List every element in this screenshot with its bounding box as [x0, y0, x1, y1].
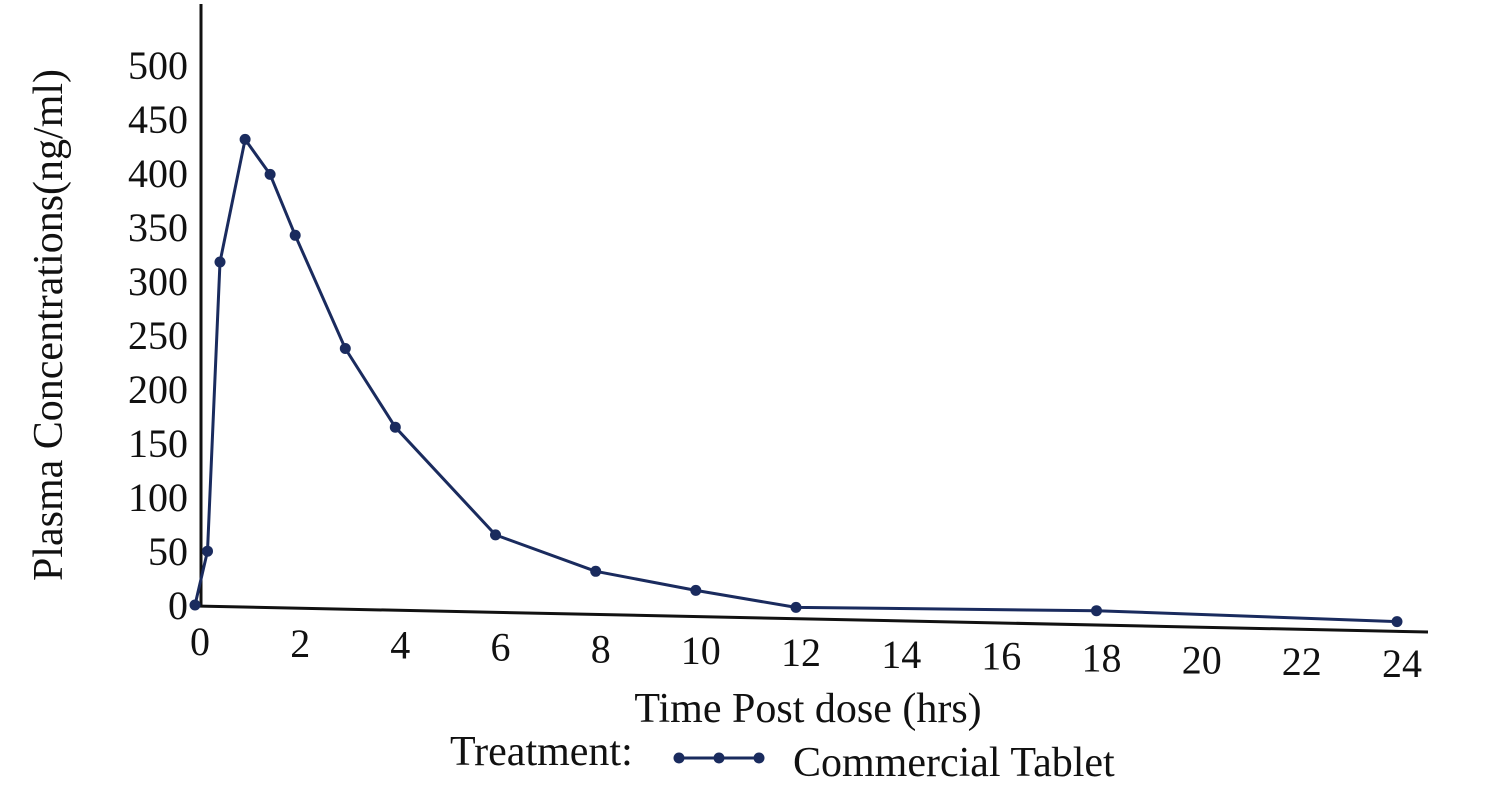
- legend-series-label: Commercial Tablet: [793, 740, 1115, 786]
- y-tick-label: 350: [128, 205, 188, 250]
- legend-marker-mid: [713, 752, 725, 764]
- data-point: [1091, 605, 1102, 617]
- y-tick-label: 400: [128, 151, 188, 196]
- y-tick-labels: 0 50 100 150 200 250 300 350 400 450 500: [128, 43, 188, 628]
- legend-prefix: Treatment:: [450, 729, 633, 775]
- data-point: [202, 545, 213, 557]
- y-tick-label: 450: [128, 97, 188, 142]
- x-tick-label: 18: [1082, 636, 1122, 681]
- y-tick-label: 0: [168, 583, 188, 628]
- legend-marker-left: [673, 752, 685, 764]
- y-tick-label: 300: [128, 259, 188, 304]
- data-point: [289, 229, 301, 241]
- data-point: [214, 256, 226, 268]
- data-point: [1391, 616, 1403, 628]
- x-tick-label: 16: [981, 634, 1021, 679]
- x-axis-title: Time Post dose (hrs): [634, 686, 981, 732]
- series-line: [193, 137, 1398, 624]
- x-tick-label: 20: [1182, 637, 1222, 682]
- x-tick-label: 12: [781, 630, 821, 675]
- x-tick-label: 6: [491, 625, 511, 670]
- y-tick-label: 100: [128, 475, 188, 520]
- axes: [194, 4, 1429, 634]
- data-point: [490, 529, 501, 541]
- data-point: [189, 599, 201, 611]
- data-point: [790, 601, 802, 613]
- data-point: [239, 133, 251, 145]
- x-tick-label: 0: [190, 619, 210, 664]
- x-tick-label: 10: [681, 628, 721, 673]
- x-axis-line: [194, 604, 1429, 634]
- y-tick-label: 200: [128, 367, 188, 412]
- data-point: [690, 584, 702, 596]
- x-tick-label: 22: [1282, 639, 1322, 684]
- y-axis-title: Plasma Concentrations(ng/ml): [26, 69, 72, 581]
- x-tick-labels: 0 2 4 6 8 10 12 14 16 18 20 22 24: [190, 619, 1422, 686]
- y-tick-label: 150: [128, 421, 188, 466]
- legend-marker-right: [753, 752, 765, 764]
- x-tick-label: 4: [390, 623, 410, 668]
- x-tick-label: 8: [591, 626, 611, 671]
- y-tick-label: 50: [148, 529, 188, 574]
- data-point: [389, 421, 401, 433]
- x-tick-label: 2: [290, 621, 310, 666]
- x-tick-label: 14: [881, 632, 921, 677]
- y-tick-label: 500: [128, 43, 188, 88]
- series-group: [189, 133, 1403, 628]
- legend: Treatment: Commercial Tablet: [450, 729, 1115, 786]
- data-point: [264, 168, 276, 180]
- data-point: [590, 565, 602, 577]
- x-tick-label: 24: [1382, 641, 1422, 686]
- data-point: [339, 343, 351, 354]
- y-tick-label: 250: [128, 313, 188, 358]
